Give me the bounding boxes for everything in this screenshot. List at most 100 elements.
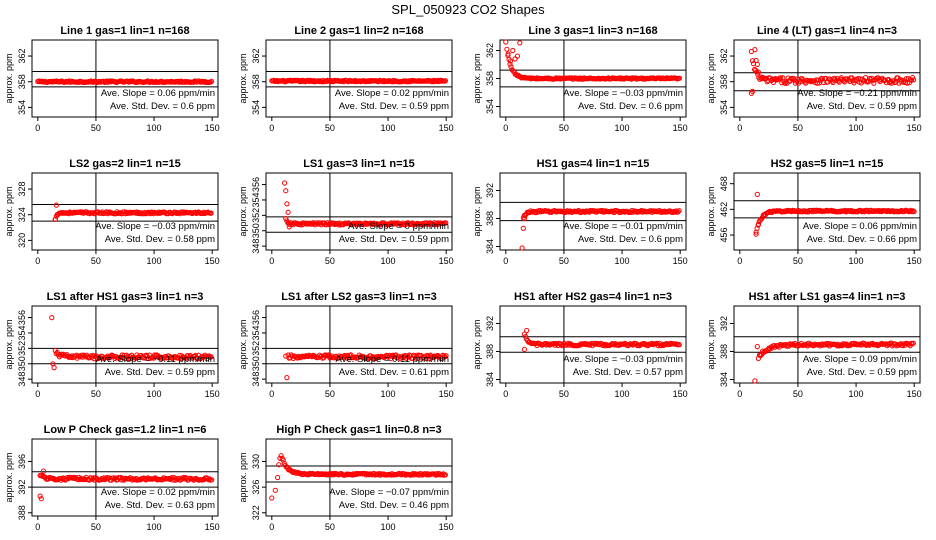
data-point (908, 207, 914, 213)
panel-title: Line 3 gas=1 lin=3 n=168 (528, 25, 657, 37)
panel-title: LS1 gas=3 lin=1 n=15 (303, 158, 415, 170)
data-point (676, 208, 682, 214)
x-tick-label: 50 (325, 123, 335, 133)
y-tick-label: 388 (17, 505, 27, 520)
x-tick-label: 150 (439, 522, 454, 532)
x-tick-label: 0 (35, 389, 40, 399)
data-point (283, 188, 289, 194)
data-series (283, 352, 449, 381)
y-tick-label: 362 (17, 49, 27, 64)
x-tick-label: 50 (91, 256, 101, 266)
data-point (752, 378, 758, 384)
data-point (754, 61, 760, 68)
y-axis-label: approx. ppm (238, 186, 248, 236)
y-tick-label: 322 (251, 505, 261, 520)
x-tick-label: 0 (737, 123, 742, 133)
y-tick-label: 352 (17, 341, 27, 356)
x-tick-label: 150 (907, 389, 922, 399)
plot-frame (733, 172, 921, 251)
data-point (782, 80, 788, 86)
data-point (275, 474, 281, 481)
panel-title: HS1 after HS2 gas=4 lin=1 n=3 (514, 291, 672, 303)
x-tick-label: 150 (673, 256, 688, 266)
x-tick-label: 100 (381, 389, 396, 399)
panel-title: HS2 gas=5 lin=1 n=15 (771, 158, 884, 170)
data-point (882, 77, 889, 83)
x-tick-label: 100 (615, 389, 630, 399)
stddev-annotation: Ave. Std. Dev. = 0.59 ppm (339, 234, 449, 245)
data-point (413, 355, 419, 361)
data-point (506, 56, 512, 63)
data-point (314, 220, 320, 226)
y-tick-label: 462 (719, 202, 729, 217)
x-tick-label: 100 (615, 123, 630, 133)
data-point (503, 39, 509, 45)
stddev-annotation: Ave. Std. Dev. = 0.59 ppm (807, 367, 917, 378)
y-axis-label: approx. ppm (238, 53, 248, 103)
y-tick-label: 384 (485, 372, 495, 387)
plot-frame (31, 305, 219, 384)
data-series (503, 39, 683, 82)
data-point (524, 327, 530, 334)
slope-annotation: Ave. Slope = 0.09 ppm/min (803, 354, 917, 365)
data-point (344, 355, 350, 361)
plot-frame (499, 305, 687, 384)
y-tick-label: 348 (251, 372, 261, 387)
plot-frame (499, 172, 687, 251)
data-point (434, 353, 440, 359)
y-tick-label: 354 (17, 325, 27, 340)
data-series (282, 180, 449, 230)
y-axis-label: approx. ppm (706, 319, 716, 369)
y-tick-label: 362 (719, 49, 729, 64)
y-tick-label: 392 (719, 316, 729, 331)
data-point (284, 375, 290, 381)
data-point (208, 78, 215, 85)
panel-title: Line 1 gas=1 lin=1 n=168 (60, 25, 189, 37)
y-tick-label: 352 (251, 208, 261, 223)
plot-frame (265, 39, 453, 118)
data-point (507, 58, 514, 64)
stddev-annotation: Ave. Std. Dev. = 0.6 ppm (578, 234, 683, 245)
data-point (754, 191, 760, 197)
data-point (206, 477, 212, 483)
data-point (286, 224, 292, 230)
x-tick-label: 150 (439, 123, 454, 133)
data-point (272, 487, 278, 493)
x-tick-label: 150 (205, 123, 220, 133)
x-tick-label: 100 (147, 389, 162, 399)
data-point (209, 477, 215, 483)
x-tick-label: 50 (325, 522, 335, 532)
data-point (752, 47, 758, 53)
x-tick-label: 0 (737, 389, 742, 399)
data-point (676, 342, 682, 348)
stddev-annotation: Ave. Std. Dev. = 0.61 ppm (339, 367, 449, 378)
data-point (337, 354, 343, 360)
y-tick-label: 324 (17, 207, 27, 222)
data-point (908, 77, 915, 83)
data-point (276, 462, 282, 468)
data-series (269, 453, 448, 501)
panel-title: LS1 after HS1 gas=3 lin=1 n=3 (47, 291, 204, 303)
panel-title: LS2 gas=2 lin=1 n=15 (69, 158, 181, 170)
y-axis-label: approx. ppm (4, 319, 14, 369)
data-point (750, 88, 756, 94)
data-point (441, 353, 447, 359)
data-point (754, 344, 760, 350)
y-tick-label: 384 (485, 239, 495, 254)
slope-annotation: Ave. Slope = 0 ppm/min (348, 221, 449, 232)
data-point (508, 64, 514, 70)
y-tick-label: 356 (251, 310, 261, 325)
x-tick-label: 50 (559, 389, 569, 399)
data-point (504, 46, 510, 52)
x-tick-label: 50 (325, 389, 335, 399)
y-axis-label: approx. ppm (472, 53, 482, 103)
data-point (910, 340, 916, 346)
stddev-annotation: Ave. Std. Dev. = 0.59 ppm (807, 101, 917, 112)
y-tick-label: 348 (17, 372, 27, 387)
data-point (510, 47, 516, 54)
plot-frame (265, 172, 453, 251)
data-point (522, 334, 529, 340)
data-point (283, 353, 289, 359)
data-series (521, 327, 682, 352)
